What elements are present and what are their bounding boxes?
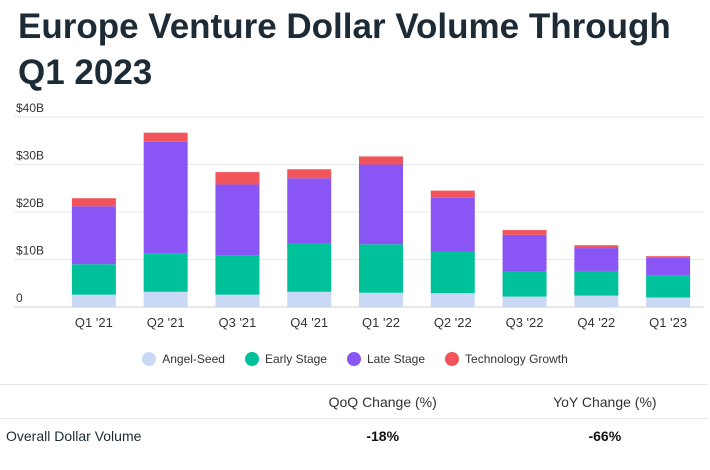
- legend-swatch: [142, 352, 157, 366]
- bar-segment: [430, 251, 475, 294]
- legend-swatch: [346, 352, 361, 366]
- bar-segment: [430, 190, 475, 198]
- bar-segment: [359, 244, 403, 293]
- y-tick-label: $20B: [16, 196, 44, 210]
- bar-segment: [646, 297, 691, 307]
- x-tick-label: Q4 '22: [577, 315, 615, 330]
- bar-segment: [502, 234, 547, 272]
- bar-segment: [71, 206, 116, 265]
- legend-item: Early Stage: [244, 352, 327, 366]
- bar-segment: [71, 294, 116, 307]
- bar-segment: [215, 172, 260, 185]
- bar-segment: [143, 253, 188, 292]
- x-tick-label: Q3 '21: [218, 315, 256, 330]
- x-tick-label: Q2 '21: [147, 315, 185, 330]
- bar-segment: [143, 132, 188, 142]
- x-tick-label: Q1 '21: [75, 315, 113, 330]
- row-qoq-value: -18%: [263, 418, 502, 452]
- bar-segment: [287, 243, 332, 292]
- x-axis-ticks: Q1 '21 Q2 '21 Q3 '21 Q4 '21 Q1 '22 Q2 '22 Q3 '…: [75, 315, 687, 330]
- x-tick-label: Q1 '22: [362, 315, 400, 330]
- row-label: Overall Dollar Volume: [0, 418, 264, 452]
- x-tick-label: Q4 '21: [290, 315, 328, 330]
- legend-swatch: [445, 352, 460, 366]
- bar-segment: [502, 296, 547, 307]
- y-tick-label: $40B: [16, 101, 44, 115]
- legend-item: Angel-Seed: [142, 352, 225, 366]
- table-row: Overall Dollar Volume -18% -66%: [0, 418, 708, 452]
- bar-segment: [430, 197, 475, 252]
- legend-item: Late Stage: [346, 352, 426, 366]
- x-tick-label: Q1 '23: [649, 315, 687, 330]
- bar-segment: [574, 295, 619, 307]
- chart-title: Europe Venture Dollar Volume Through Q1 …: [18, 7, 671, 92]
- bar-segment: [143, 141, 188, 254]
- bar-segment: [143, 291, 188, 307]
- legend-label: Technology Growth: [465, 352, 568, 366]
- table-header-row: QoQ Change (%) YoY Change (%): [0, 384, 708, 419]
- bar-chart: 0 $10B $20B $30B $40B Q1 '21 Q2 '21 Q3 '21 Q4 '…: [14, 101, 704, 330]
- y-axis-ticks: 0 $10B $20B $30B $40B: [16, 101, 44, 305]
- chart-legend: Angel-Seed Early Stage Late Stage Technolog…: [0, 352, 710, 366]
- y-tick-label: $10B: [16, 244, 44, 258]
- legend-swatch: [244, 352, 259, 366]
- legend-label: Early Stage: [264, 352, 327, 366]
- bars: [71, 132, 691, 307]
- bar-segment: [71, 264, 116, 295]
- bar-segment: [71, 198, 116, 207]
- bar-segment: [502, 271, 547, 297]
- bar-segment: [215, 255, 260, 295]
- bar-segment: [287, 169, 332, 179]
- bar-segment: [359, 292, 403, 307]
- bar-segment: [574, 248, 619, 271]
- bar-segment: [574, 245, 619, 249]
- table-header-qoq: QoQ Change (%): [263, 384, 502, 419]
- bar-segment: [215, 294, 260, 307]
- bar-segment: [430, 293, 475, 307]
- bar-segment: [359, 156, 403, 165]
- legend-label: Late Stage: [366, 352, 426, 366]
- bar-segment: [287, 291, 332, 307]
- table-header-label: [0, 384, 264, 419]
- bar-segment: [215, 184, 260, 256]
- bar-segment: [359, 164, 403, 245]
- legend-item: Technology Growth: [445, 352, 568, 366]
- bar-segment: [646, 275, 691, 298]
- x-tick-label: Q2 '22: [434, 315, 472, 330]
- x-tick-label: Q3 '22: [506, 315, 544, 330]
- y-tick-label: 0: [16, 291, 23, 305]
- bar-segment: [574, 270, 619, 296]
- legend-label: Angel-Seed: [162, 352, 225, 366]
- y-tick-label: $30B: [16, 149, 44, 163]
- table-header-yoy: YoY Change (%): [501, 384, 708, 419]
- row-yoy-value: -66%: [501, 418, 708, 452]
- bar-segment: [502, 230, 547, 235]
- bar-segment: [287, 178, 332, 244]
- summary-table: QoQ Change (%) YoY Change (%) Overall Do…: [0, 384, 708, 452]
- bar-segment: [646, 257, 691, 276]
- bar-segment: [646, 256, 691, 258]
